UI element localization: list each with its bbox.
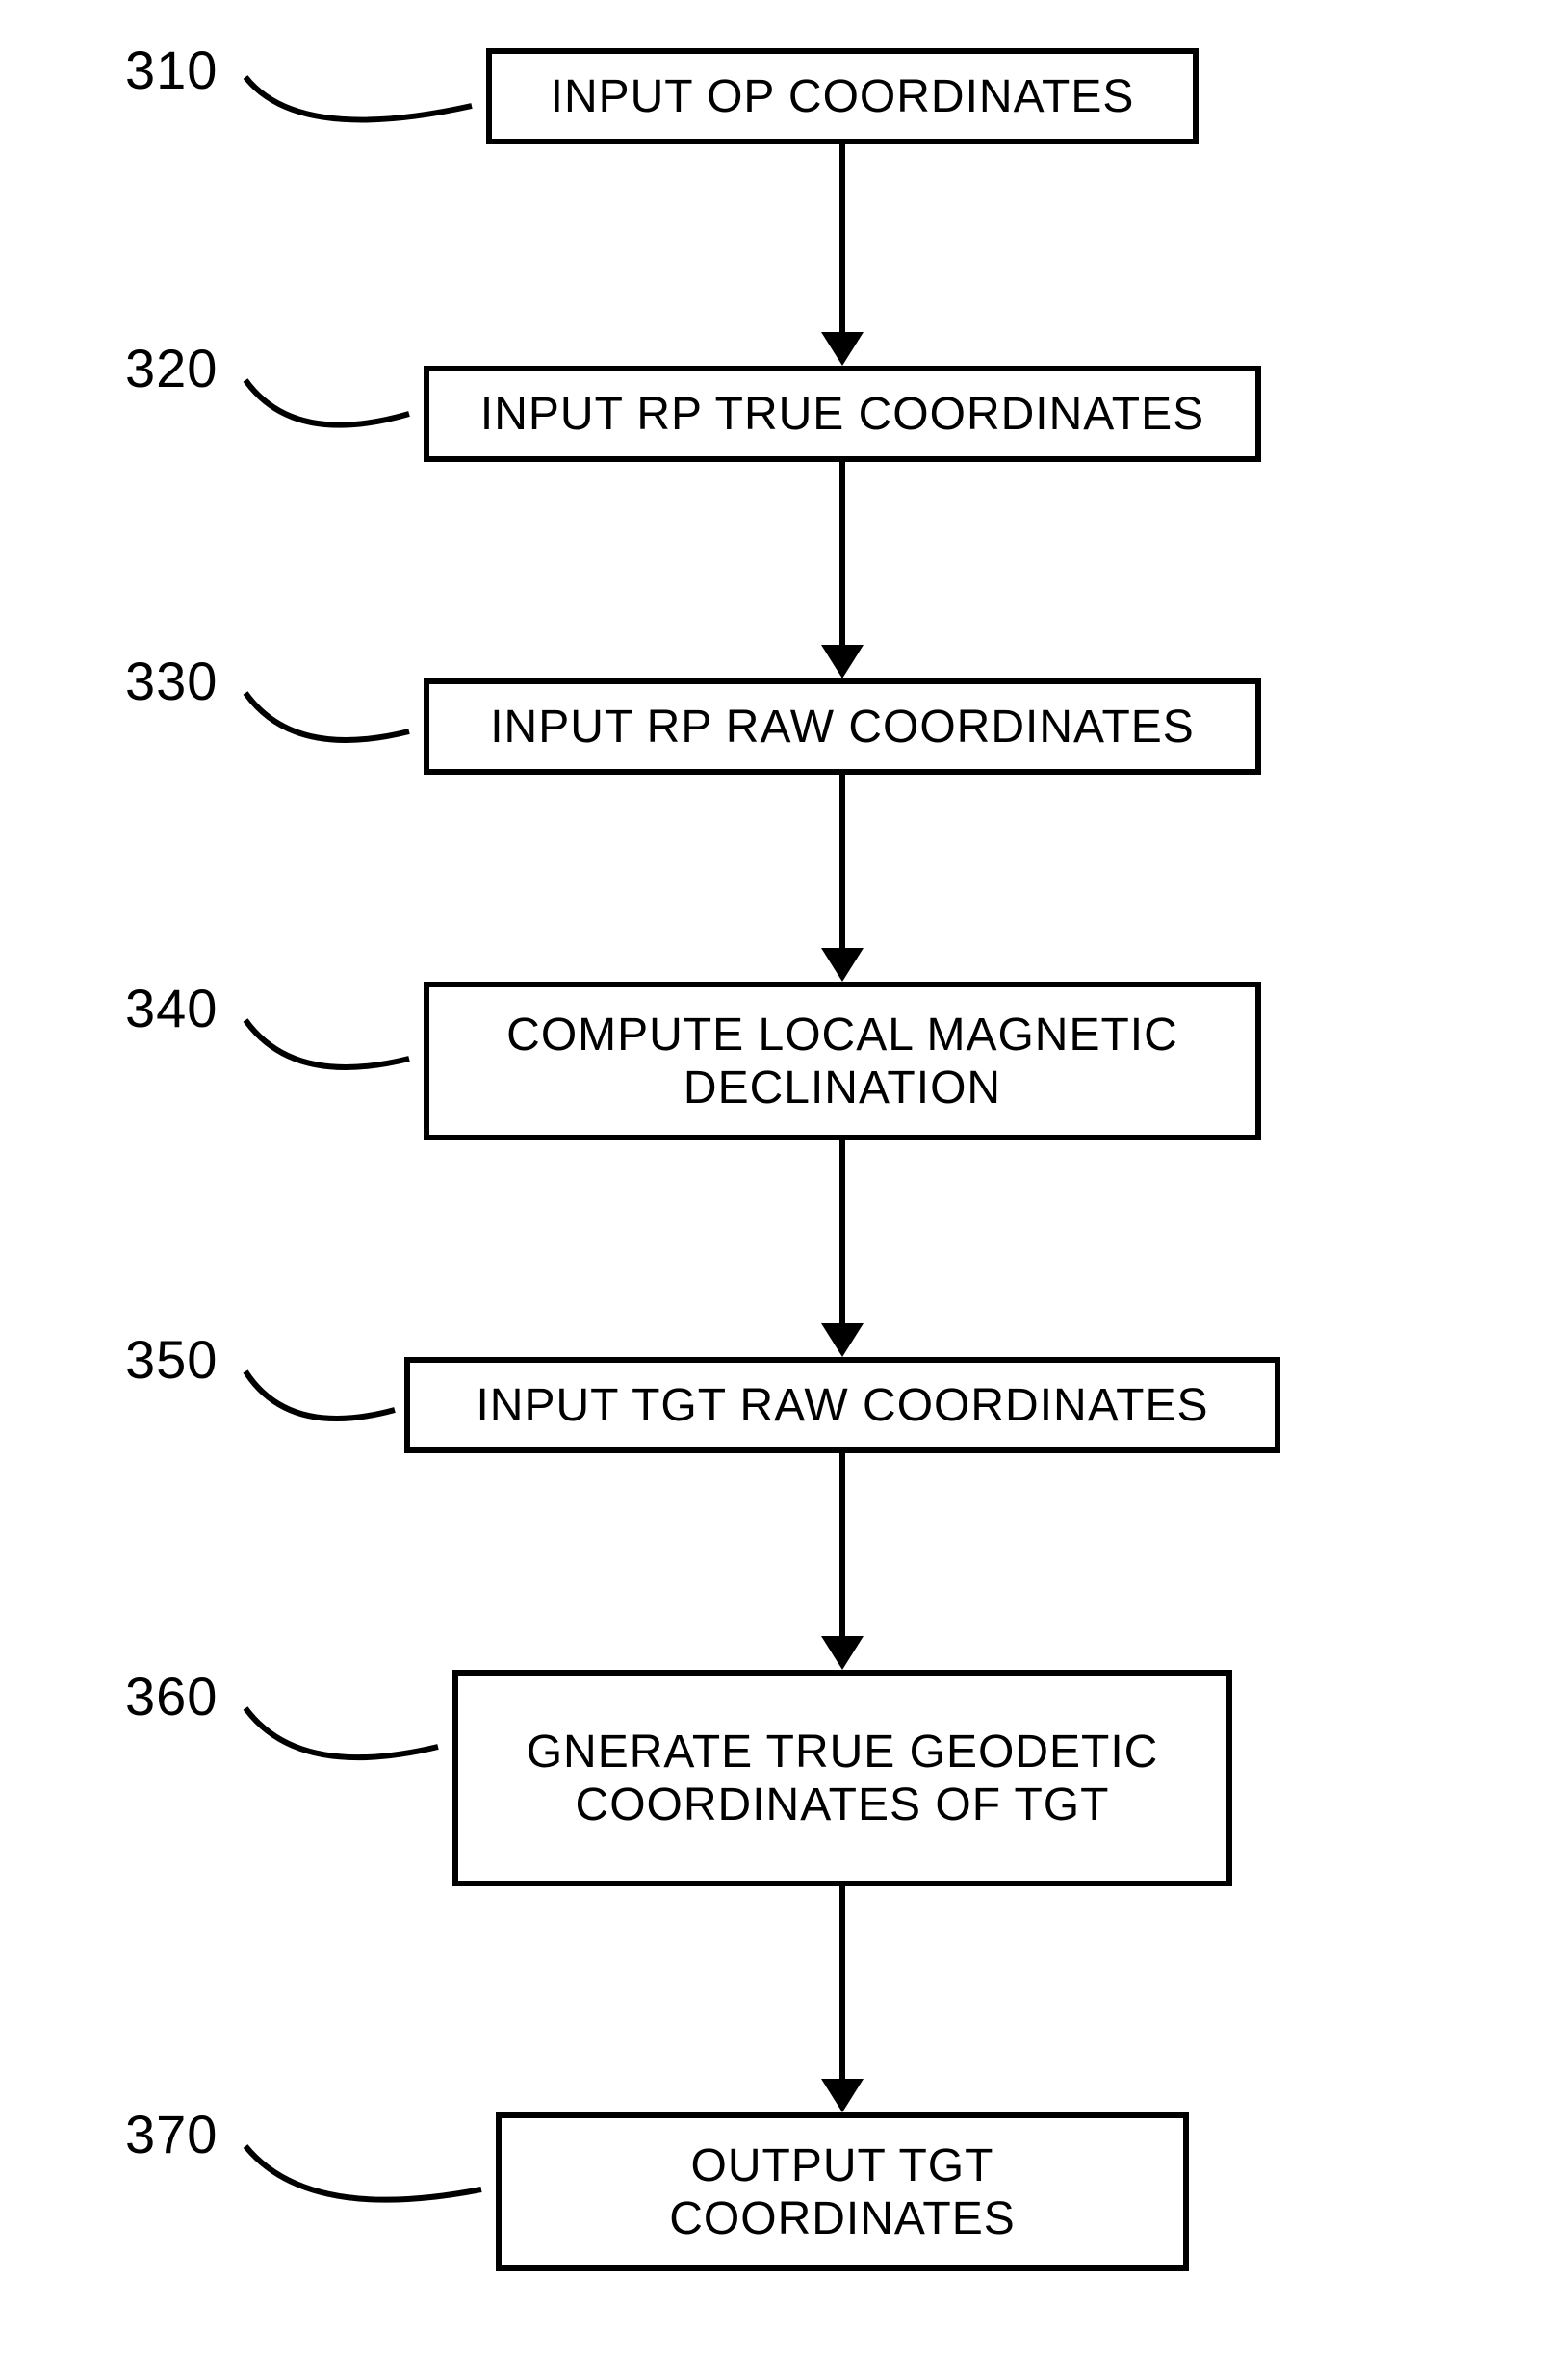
- flowchart-node-360: GNERATE TRUE GEODETIC COORDINATES OF TGT: [452, 1670, 1232, 1886]
- callout-curve-320: [0, 0, 1548, 2380]
- node-label: INPUT RP RAW COORDINATES: [490, 701, 1195, 754]
- node-label: COMPUTE LOCAL MAGNETIC DECLINATION: [449, 1009, 1236, 1114]
- flowchart-node-330: INPUT RP RAW COORDINATES: [424, 678, 1261, 775]
- callout-label-370: 370: [125, 2103, 218, 2165]
- callout-label-320: 320: [125, 337, 218, 399]
- flowchart-node-350: INPUT TGT RAW COORDINATES: [404, 1357, 1280, 1453]
- callout-curve-310: [0, 0, 1548, 2380]
- arrow-320-330: [0, 0, 1548, 2380]
- arrow-330-340: [0, 0, 1548, 2380]
- flowchart-node-340: COMPUTE LOCAL MAGNETIC DECLINATION: [424, 982, 1261, 1140]
- callout-label-340: 340: [125, 977, 218, 1039]
- callout-curve-360: [0, 0, 1548, 2380]
- callout-curve-350: [0, 0, 1548, 2380]
- arrow-340-350: [0, 0, 1548, 2380]
- flowchart-node-310: INPUT OP COORDINATES: [486, 48, 1199, 144]
- arrow-350-360: [0, 0, 1548, 2380]
- node-label: OUTPUT TGT COORDINATES: [521, 2139, 1164, 2245]
- flowchart-container: 310 INPUT OP COORDINATES 320 INPUT RP TR…: [0, 0, 1548, 2380]
- callout-label-350: 350: [125, 1328, 218, 1391]
- callout-curve-340: [0, 0, 1548, 2380]
- node-label: GNERATE TRUE GEODETIC COORDINATES OF TGT: [477, 1726, 1207, 1831]
- node-label: INPUT OP COORDINATES: [551, 70, 1135, 123]
- callout-curve-370: [0, 0, 1548, 2380]
- callout-label-330: 330: [125, 650, 218, 712]
- callout-curve-330: [0, 0, 1548, 2380]
- callout-label-360: 360: [125, 1665, 218, 1727]
- flowchart-node-370: OUTPUT TGT COORDINATES: [496, 2112, 1189, 2271]
- arrow-310-320: [0, 0, 1548, 2380]
- callout-label-310: 310: [125, 38, 218, 101]
- node-label: INPUT TGT RAW COORDINATES: [476, 1379, 1208, 1432]
- node-label: INPUT RP TRUE COORDINATES: [480, 388, 1204, 441]
- flowchart-node-320: INPUT RP TRUE COORDINATES: [424, 366, 1261, 462]
- arrow-360-370: [0, 0, 1548, 2380]
